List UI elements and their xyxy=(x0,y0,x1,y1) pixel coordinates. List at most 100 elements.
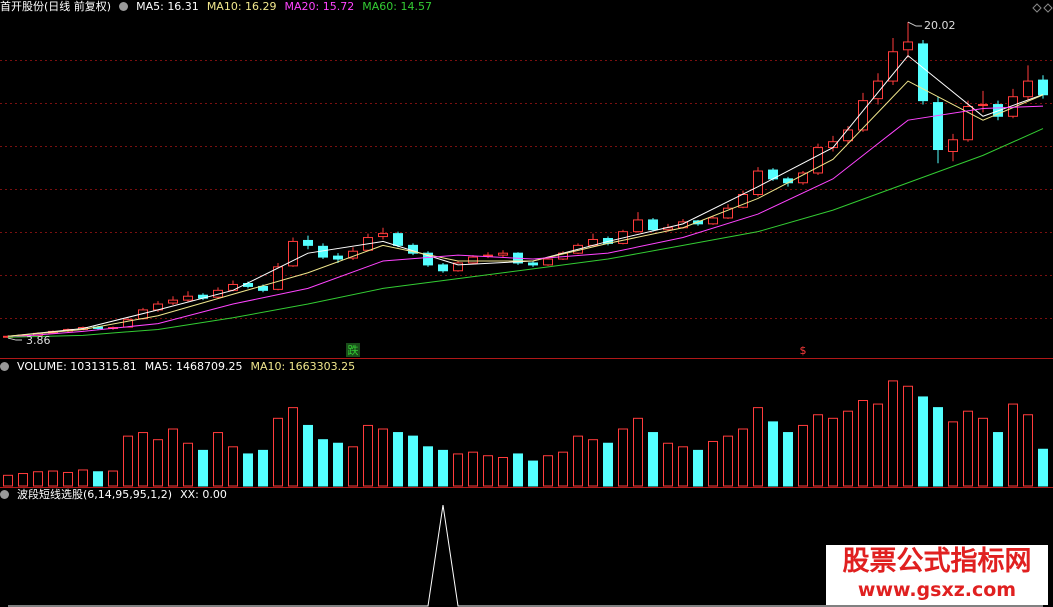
volume-bar xyxy=(18,473,28,487)
volume-bar xyxy=(273,417,283,487)
candle-body xyxy=(843,129,853,142)
volume-bar xyxy=(258,449,268,487)
candle-body xyxy=(423,252,433,266)
legend-name: MA10 xyxy=(250,360,288,373)
volume-bar xyxy=(513,453,523,487)
candle-body xyxy=(798,172,808,184)
candle-body xyxy=(168,299,178,304)
volume-bar xyxy=(768,421,778,487)
volume-bar xyxy=(393,432,403,487)
legend-value: 1468709.25 xyxy=(175,360,243,373)
candle-body xyxy=(828,141,838,149)
volume-bar xyxy=(948,421,958,487)
candle-body xyxy=(273,266,283,290)
volume-bar xyxy=(48,470,58,487)
volume-bar xyxy=(753,407,763,487)
volume-bar xyxy=(108,470,118,487)
candle-body xyxy=(933,102,943,151)
volume-bar xyxy=(168,428,178,487)
candle-body xyxy=(903,41,913,51)
volume-bar xyxy=(183,442,193,487)
volume-bar xyxy=(693,449,703,487)
volume-bar xyxy=(318,439,328,487)
ma-line xyxy=(7,54,1044,337)
legend-item: MA6014.57 xyxy=(362,0,432,14)
legend-value: 14.57 xyxy=(400,0,432,13)
volume-bar xyxy=(498,457,508,487)
volume-bar xyxy=(333,442,343,487)
legend-value: 15.72 xyxy=(322,0,355,13)
candle-body xyxy=(438,264,448,272)
volume-bar xyxy=(798,424,808,487)
volume-bar xyxy=(933,407,943,487)
indicator-header: 波段短线选股(6,14,95,95,1,2) XX0.00 xyxy=(0,488,227,502)
volume-bar xyxy=(483,455,493,487)
candle-body xyxy=(723,207,733,219)
candle-body xyxy=(543,258,553,266)
volume-bar xyxy=(783,432,793,487)
volume-bar xyxy=(378,428,388,487)
volume-bar xyxy=(348,446,358,487)
candle-body xyxy=(948,139,958,152)
annotation: 跌 xyxy=(348,343,359,357)
volume-bar xyxy=(738,428,748,487)
candle-body xyxy=(873,80,883,100)
diamond-icon xyxy=(1043,3,1053,13)
volume-bar xyxy=(453,453,463,487)
indicator-title: 波段短线选股(6,14,95,95,1,2) xyxy=(17,488,173,501)
volume-bar xyxy=(978,417,988,487)
candle-body xyxy=(483,254,493,257)
candle-body xyxy=(498,252,508,256)
candle-body xyxy=(1008,96,1018,117)
watermark-title: 股票公式指标网 xyxy=(842,546,1032,577)
volume-bar xyxy=(888,380,898,487)
volume-value: 1031315.81 xyxy=(70,360,137,373)
legend-name: MA5 xyxy=(145,360,176,373)
legend-name: MA5 xyxy=(136,0,167,13)
candle-body xyxy=(858,100,868,131)
max-pointer xyxy=(907,21,922,27)
menu-icon[interactable] xyxy=(119,2,129,11)
volume-bar xyxy=(873,403,883,487)
volume-bar xyxy=(288,407,298,487)
legend-item: MA2015.72 xyxy=(285,0,355,14)
candle-body xyxy=(633,219,643,233)
volume-bar xyxy=(708,440,718,487)
volume-bar xyxy=(648,432,658,487)
candle-body xyxy=(183,295,193,301)
candle-body xyxy=(963,106,973,141)
ma-line xyxy=(7,80,1044,337)
candle-body xyxy=(378,233,388,238)
menu-icon[interactable] xyxy=(0,490,9,499)
candle-body xyxy=(333,255,343,260)
max-label: 20.02 xyxy=(924,19,956,32)
legend-name: MA10 xyxy=(207,0,245,13)
indicator-value: 0.00 xyxy=(202,488,227,501)
volume-bar xyxy=(858,400,868,487)
volume-bar xyxy=(723,435,733,487)
volume-bar xyxy=(123,435,133,487)
volume-bar xyxy=(843,410,853,487)
indicator-line xyxy=(8,504,1043,607)
legend-item: MA101663303.25 xyxy=(250,360,355,374)
legend-item: MA51468709.25 xyxy=(145,360,243,374)
volume-bar xyxy=(528,460,538,487)
candle-body xyxy=(813,147,823,174)
volume-bar xyxy=(588,439,598,487)
candle-body xyxy=(393,233,403,246)
candle-body xyxy=(468,256,478,264)
title: 首开股份(日线 前复权) xyxy=(0,0,112,13)
volume-bar xyxy=(573,435,583,487)
candle-body xyxy=(453,262,463,272)
volume-bar xyxy=(243,453,253,487)
menu-icon[interactable] xyxy=(0,362,9,371)
legend-item: MA1016.29 xyxy=(207,0,277,14)
annotation-box xyxy=(346,343,360,357)
price-header: 首开股份(日线 前复权) MA516.31 MA1016.29 MA2015.72 M… xyxy=(0,0,432,14)
volume-bar xyxy=(33,471,43,487)
legend-value: 16.31 xyxy=(167,0,199,13)
candle-body xyxy=(978,104,988,107)
watermark-url: www.gsxz.com xyxy=(857,579,1017,601)
volume-bar xyxy=(138,432,148,487)
candle-body xyxy=(303,239,313,246)
